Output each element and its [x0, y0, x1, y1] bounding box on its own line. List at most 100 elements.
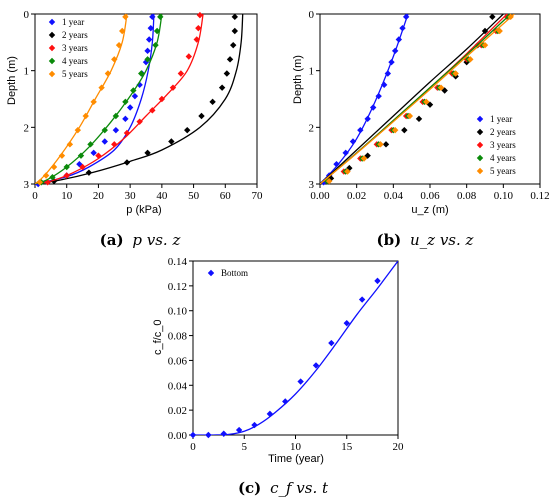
data-point [437, 84, 445, 91]
series-curve-a-1 [35, 14, 244, 184]
data-point [343, 319, 350, 327]
data-point [220, 430, 227, 437]
legend-label: 1 year [490, 114, 512, 124]
data-point [158, 95, 166, 103]
y-tick-label: 2 [309, 122, 315, 134]
y-tick-label: 0.08 [168, 331, 188, 343]
data-point [95, 152, 102, 159]
legend-label: 4 years [490, 153, 516, 163]
y-tick-label: 1 [24, 66, 30, 78]
x-tick-label: 0.10 [494, 190, 514, 202]
data-point [441, 87, 448, 94]
data-point [364, 115, 371, 123]
data-point [112, 112, 120, 120]
data-point [153, 27, 161, 35]
data-point [374, 277, 381, 285]
data-point [297, 378, 304, 385]
series-curve-a-2 [35, 14, 204, 184]
x-tick-label: 20 [93, 190, 105, 202]
caption-text-b: u_z vs. z [410, 231, 474, 249]
data-point [144, 47, 151, 55]
data-point [122, 115, 129, 123]
data-point [90, 98, 97, 106]
data-point [333, 160, 340, 168]
y-tick-label: 0.10 [168, 306, 188, 318]
data-point [63, 172, 70, 179]
y-tick-label: 0.14 [168, 256, 188, 268]
xlabel-a: p (kPa) [126, 204, 161, 216]
x-tick-label: 60 [220, 190, 232, 202]
data-point [152, 41, 159, 49]
data-point [104, 70, 112, 77]
panel-a: 0 10 20 30 40 50 60 70 0 1 2 3 1 year 2 years 3 years 4… [6, 9, 263, 249]
data-point [342, 149, 349, 157]
data-point [168, 138, 175, 145]
data-point [130, 87, 137, 94]
data-point [399, 24, 406, 32]
data-point [369, 104, 377, 111]
data-point [144, 149, 151, 157]
x-tick-label: 5 [242, 441, 248, 453]
y-tick-label: 0 [24, 9, 30, 21]
y-tick-label: 2 [24, 122, 30, 134]
data-point [377, 141, 384, 148]
series-curve-c-0 [193, 261, 398, 435]
data-point [198, 112, 205, 120]
data-point [42, 172, 50, 179]
data-point [364, 152, 371, 159]
caption-b: (b) u_z vs. z [377, 231, 474, 249]
data-point [131, 92, 139, 100]
y-tick-label: 0 [309, 9, 315, 21]
data-point [136, 118, 143, 125]
data-point [328, 339, 335, 347]
data-point [349, 138, 357, 145]
data-point [145, 36, 153, 43]
data-point [85, 169, 93, 176]
data-point [467, 56, 474, 63]
data-point [452, 70, 459, 77]
panel-c: 0 5 10 15 20 0.00 0.02 0.04 0.06 0.08 0.10 0.12 0.14… [152, 256, 404, 497]
legend-marker [476, 154, 484, 162]
caption-text-c: c_f vs. t [270, 479, 329, 497]
data-point [157, 13, 164, 21]
x-tick-label: 20 [393, 441, 405, 453]
ylabel-a: Depth (m) [6, 56, 18, 105]
x-tick-label: 0.04 [384, 190, 404, 202]
y-tick-label: 0.04 [168, 380, 188, 392]
data-point [149, 107, 156, 114]
plot-area-c: 0 5 10 15 20 0.00 0.02 0.04 0.06 0.08 0.10 0.12 0.14… [168, 256, 404, 453]
xlabel-c: Time (year) [268, 453, 324, 465]
data-point [196, 11, 204, 19]
legend-label: 4 years [62, 56, 88, 66]
data-point [489, 13, 496, 21]
x-tick-label: 10 [290, 441, 302, 453]
legend-label: 3 years [62, 43, 88, 53]
data-point [185, 53, 193, 60]
x-tick-label: 30 [125, 190, 137, 202]
data-point [50, 163, 58, 171]
x-tick-label: 0 [190, 441, 196, 453]
caption-letter-c: (c) [238, 479, 261, 497]
data-point [481, 41, 489, 49]
caption-a: (a) p vs. z [100, 231, 181, 249]
panel-b: 0.00 0.02 0.04 0.06 0.08 0.10 0.12 0 1 2 3 1 year 2 … [292, 9, 550, 249]
data-point [126, 104, 134, 111]
data-point [122, 98, 129, 106]
data-point [231, 13, 238, 21]
data-point [184, 126, 191, 134]
caption-text-a: p vs. z [132, 231, 180, 249]
legend-marker [207, 269, 215, 277]
data-point [111, 56, 118, 63]
data-point [90, 149, 97, 157]
data-point [169, 84, 177, 91]
ylabel-b: Depth (m) [292, 55, 304, 104]
x-tick-label: 0.12 [530, 190, 549, 202]
data-point [101, 126, 108, 134]
data-point [218, 84, 226, 91]
data-point [235, 426, 243, 434]
x-tick-label: 0.00 [310, 190, 330, 202]
data-point [101, 138, 108, 145]
data-point [147, 24, 154, 32]
data-point [115, 41, 123, 49]
data-point [82, 112, 89, 120]
